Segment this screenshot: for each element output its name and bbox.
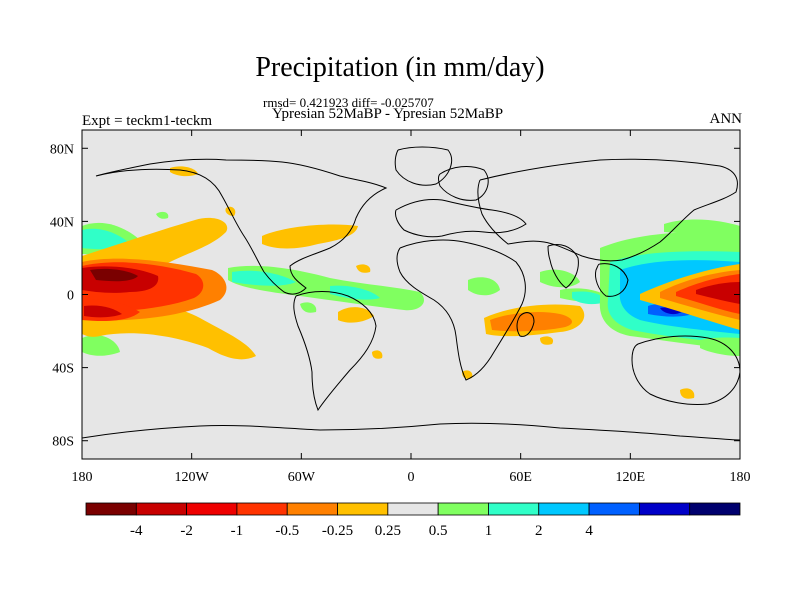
colorbar-swatch (437, 502, 489, 516)
y-tick-label: 80S (52, 435, 74, 450)
colorbar: -4 -2 -1 -0.5 -0.25 0.25 0.5 1 2 4 (85, 502, 741, 539)
colorbar-swatch (85, 502, 137, 516)
colorbar-swatch (638, 502, 691, 516)
coast-south-america (293, 291, 377, 412)
colorbar-label: 0.25 (375, 523, 401, 539)
anomaly-io-orange-s (540, 336, 554, 345)
y-tick-label: 80N (50, 142, 74, 157)
coast-antarctica (82, 422, 740, 441)
subtitle: Ypresian 52MaBP - Ypresian 52MaBP (272, 106, 504, 122)
coast-greenland (394, 146, 452, 186)
precip-anomaly-field (82, 166, 740, 399)
colorbar-label: -4 (130, 523, 143, 539)
colorbar-swatch (538, 502, 590, 516)
coast-africa (396, 239, 526, 381)
colorbar-swatch (286, 502, 338, 516)
anomaly-atl-s-orange (372, 350, 383, 359)
anomaly-ep-green-north (664, 219, 740, 238)
coast-madagascar (516, 312, 535, 337)
anomaly-io-red (490, 312, 572, 332)
coast-india (547, 244, 579, 289)
colorbar-label: 2 (535, 523, 543, 539)
plot-title: Precipitation (in mm/day) (255, 52, 545, 83)
colorbar-swatch (488, 502, 540, 516)
experiment-label: Expt = teckm1-teckm (82, 113, 213, 129)
x-tick-label: 120W (175, 470, 210, 485)
anomaly-sa-orange (338, 307, 374, 323)
map-axes: 180 120W 60W 0 60E 120E 180 80N 40N 0 40S 80S (50, 130, 751, 485)
x-tick-label: 180 (730, 470, 751, 485)
coast-se-asia (595, 263, 629, 297)
anomaly-ep-deepred (696, 282, 740, 304)
colorbar-swatch (186, 502, 238, 516)
anomaly-wpac-green-south (82, 335, 120, 356)
colorbar-label: -0.25 (322, 523, 353, 539)
anomaly-atl-cyan-2 (330, 285, 380, 300)
anomaly-pacific-darkest (90, 268, 138, 282)
coast-australia (631, 335, 740, 405)
coastlines (82, 146, 740, 441)
coast-scandinavia (438, 166, 489, 201)
anomaly-ep-green-south (700, 337, 740, 356)
anomaly-africa-green (468, 277, 500, 296)
anomaly-np-green-spot (156, 211, 169, 219)
anomaly-sa-green (300, 302, 317, 313)
colorbar-label: -1 (231, 523, 244, 539)
anomaly-atl-orange-spot (356, 264, 371, 273)
coast-asia (477, 158, 738, 262)
anomaly-pacific-south-dark (84, 305, 122, 318)
season-label: ANN (709, 111, 743, 127)
anomaly-atl-cyan (232, 270, 296, 286)
colorbar-label: -0.5 (275, 523, 299, 539)
y-tick-label: 0 (67, 289, 74, 304)
colorbar-label: 4 (585, 523, 593, 539)
x-tick-label: 0 (408, 470, 415, 485)
y-tick-label: 40S (52, 362, 74, 377)
anomaly-wpac-cyan (82, 228, 128, 250)
y-tick-label: 40N (50, 215, 74, 230)
anomaly-np-orange-spot (170, 166, 198, 177)
x-tick-label: 120E (616, 470, 646, 485)
x-tick-label: 60E (509, 470, 532, 485)
colorbar-swatch (689, 502, 741, 516)
stats-line: rmsd= 0.421923 diff= -0.025707 (263, 95, 434, 110)
colorbar-swatch (337, 502, 389, 516)
coast-north-america (95, 158, 388, 295)
colorbar-label: -2 (180, 523, 193, 539)
colorbar-swatch (387, 502, 439, 516)
colorbar-swatch (135, 502, 188, 516)
anomaly-io-green (540, 269, 580, 288)
colorbar-label: 1 (485, 523, 493, 539)
x-tick-label: 60W (288, 470, 316, 485)
x-tick-label: 180 (72, 470, 93, 485)
coast-europe (395, 199, 527, 238)
anomaly-na-orange (262, 224, 358, 249)
anomaly-io-cyan (572, 291, 606, 305)
colorbar-swatch (588, 502, 640, 516)
colorbar-swatch (236, 502, 288, 516)
anomaly-ep-orange-spot (680, 388, 695, 399)
colorbar-label: 0.5 (429, 523, 448, 539)
